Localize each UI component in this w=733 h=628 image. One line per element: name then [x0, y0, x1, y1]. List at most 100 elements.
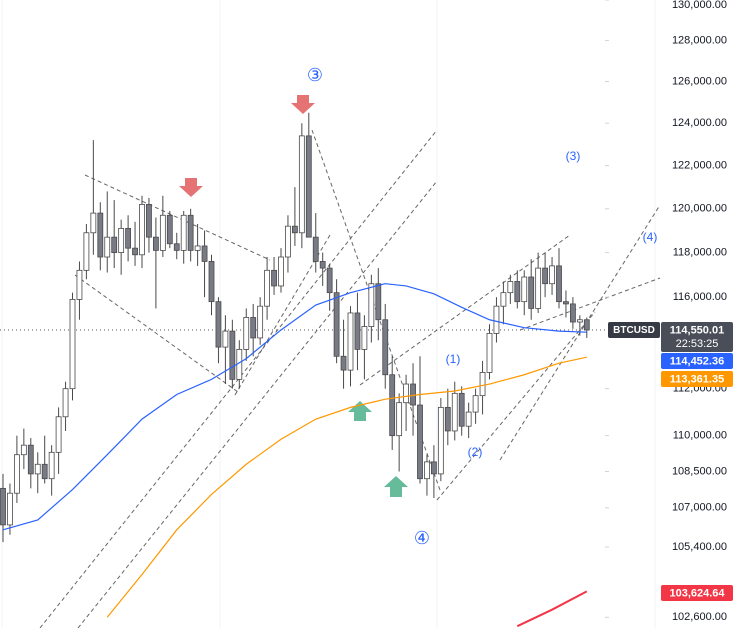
y-tick-label: 116,000.00: [673, 291, 727, 303]
candle-body: [278, 256, 284, 287]
candle-body: [424, 461, 430, 480]
trend-line: [519, 277, 661, 331]
candle-body: [257, 305, 264, 339]
candle-body: [83, 232, 90, 271]
candle-body: [319, 261, 326, 269]
candle-body: [20, 444, 27, 456]
background: [1, 0, 656, 628]
candle-body: [62, 388, 69, 418]
candle-body: [458, 392, 465, 427]
candle-body: [361, 326, 368, 350]
candle-body: [417, 404, 423, 480]
candle-body: [159, 214, 166, 251]
candle-body: [76, 269, 83, 300]
candle-body: [500, 292, 507, 307]
y-tick-label: 122,000.00: [672, 160, 727, 172]
sell-arrow: [291, 95, 315, 114]
candle-body: [521, 276, 528, 303]
candle-body: [340, 355, 347, 371]
y-tick-label: 120,000.00: [672, 203, 727, 215]
candle-body: [507, 281, 514, 294]
candle-body: [528, 276, 535, 309]
price-axis: 130,000.00 128,000.00 126,000.00 124,000.00…: [605, 0, 727, 623]
candle-body: [493, 305, 500, 334]
candle-body: [347, 312, 354, 371]
candle-body: [69, 299, 76, 390]
candle-body: [465, 411, 472, 427]
candle-body: [48, 451, 55, 480]
candle-body: [514, 281, 521, 303]
candle-body: [403, 383, 410, 404]
last-price-tag: [661, 322, 733, 352]
wave-label: (4): [643, 230, 658, 244]
candle-body: [7, 492, 13, 526]
y-tick-label: 107,000.00: [672, 502, 727, 514]
y-tick-label: 124,000.00: [672, 117, 727, 129]
wave-label: ③: [307, 65, 323, 85]
candle-body: [298, 135, 305, 234]
y-tick-label: 110,000.00: [673, 430, 727, 442]
wave-label: (2): [468, 445, 483, 459]
candle-body: [166, 214, 173, 245]
candle-body: [472, 395, 479, 413]
candle-body: [326, 267, 333, 294]
candle-body: [180, 214, 187, 251]
y-tick-label: 118,000.00: [673, 246, 727, 258]
trend-line: [359, 234, 571, 386]
candle-body: [333, 292, 340, 357]
candle-body: [382, 319, 389, 376]
indicator-value: 103,624.64: [669, 587, 725, 599]
candle-body: [139, 204, 145, 256]
candle-body: [285, 225, 291, 258]
wave-label: (1): [446, 352, 461, 366]
candle-body: [549, 265, 555, 285]
y-tick-label: 128,000.00: [672, 34, 727, 46]
candle-body: [486, 332, 493, 373]
candle-body: [208, 261, 215, 303]
candle-body: [556, 265, 562, 303]
y-tick-label: 105,400.00: [672, 541, 727, 553]
y-tick-label: 108,500.00: [672, 465, 727, 477]
candle-body: [201, 245, 208, 262]
candle-body: [104, 236, 111, 258]
candle-body: [229, 330, 236, 380]
trend-line: [77, 180, 438, 628]
trend-line: [436, 311, 596, 501]
candle-body: [97, 212, 104, 258]
indicator-tag: [661, 585, 733, 601]
y-tick-label: 102,600.00: [672, 611, 727, 623]
countdown: 22:53:25: [676, 338, 719, 350]
candle-body: [570, 303, 576, 323]
sell-arrow: [179, 178, 203, 197]
candle-body: [146, 204, 152, 238]
candle-body: [118, 227, 125, 253]
indicator-tag: [661, 353, 733, 369]
last-price: 114,550.01: [670, 324, 724, 336]
candle-body: [535, 267, 542, 309]
candle-body: [389, 374, 396, 437]
buy-arrow: [384, 476, 408, 497]
candle-body: [111, 236, 118, 253]
indicator-line: [2, 283, 587, 531]
candle-body: [90, 212, 97, 234]
candle-body: [264, 269, 271, 307]
candle-body: [13, 454, 20, 494]
candle-body: [194, 245, 201, 251]
candle-body: [291, 225, 298, 234]
candle-body: [173, 243, 180, 251]
candle-body: [444, 406, 451, 432]
candle-body: [305, 135, 312, 238]
candle-body: [430, 461, 437, 475]
plot-area: [0, 112, 605, 628]
candle-body: [271, 269, 277, 287]
candle-body: [542, 267, 548, 285]
candle-body: [55, 416, 62, 453]
candle-body: [583, 319, 590, 331]
candle-body: [27, 444, 34, 475]
trend-line: [74, 274, 239, 393]
candle-body: [451, 392, 458, 432]
candle-body: [132, 247, 138, 256]
candle-body: [34, 463, 41, 475]
indicator-line: [516, 590, 588, 628]
indicator-line: [106, 356, 587, 618]
